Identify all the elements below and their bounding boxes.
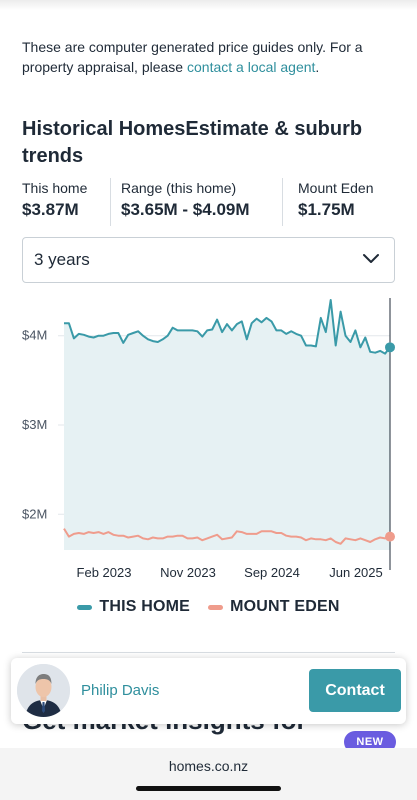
legend-label: THIS HOME — [99, 598, 191, 615]
stat-label: Mount Eden — [298, 180, 374, 196]
stat-range: Range (this home) $3.65M - $4.09M — [110, 178, 282, 226]
disclaimer-text: These are computer generated price guide… — [22, 39, 363, 75]
this-home-current-point — [385, 342, 395, 353]
x-tick-label: Nov 2023 — [160, 565, 216, 580]
period-select-value: 3 years — [34, 250, 90, 269]
y-tick-label: $4M — [22, 328, 47, 343]
y-tick-label: $2M — [22, 506, 47, 521]
stat-label: This home — [22, 180, 88, 196]
stat-this-home: This home $3.87M — [22, 178, 110, 226]
legend-label: MOUNT EDEN — [230, 598, 340, 615]
contact-button[interactable]: Contact — [309, 669, 401, 712]
stats-row: This home $3.87M Range (this home) $3.65… — [22, 178, 402, 226]
agent-name[interactable]: Philip Davis — [81, 682, 160, 699]
top-shadow — [0, 0, 417, 10]
section-divider — [22, 652, 395, 653]
mount-eden-line — [63, 528, 391, 545]
agent-avatar — [17, 664, 70, 717]
x-tick-label: Feb 2023 — [77, 565, 132, 580]
browser-url[interactable]: homes.co.nz — [168, 758, 249, 774]
agent-contact-bar: Philip Davis Contact — [11, 658, 406, 724]
section-title: Historical HomesEstimate & suburb trends — [22, 118, 363, 167]
legend-mount-eden[interactable]: MOUNT EDEN — [208, 598, 340, 616]
stat-label: Range (this home) — [121, 180, 237, 196]
contact-agent-link[interactable]: contact a local agent — [187, 58, 316, 75]
price-chart[interactable]: $4M $3M $2M Feb 2023 Nov 2023 Sep 2024 Jun 20… — [0, 290, 417, 590]
x-tick-label: Jun 2025 — [329, 565, 383, 580]
y-tick-label: $3M — [22, 417, 47, 432]
stat-value: $3.87M — [22, 200, 79, 219]
new-badge: NEW — [344, 731, 396, 753]
chevron-down-icon — [362, 249, 380, 272]
legend-swatch — [77, 604, 93, 610]
browser-bottom-bar: homes.co.nz — [0, 748, 417, 800]
mount-eden-current-point — [385, 531, 395, 542]
x-tick-label: Sep 2024 — [244, 565, 300, 580]
period-select[interactable]: 3 years — [22, 237, 395, 283]
stat-suburb: Mount Eden $1.75M — [282, 178, 374, 226]
this-home-line — [64, 299, 391, 355]
legend-this-home[interactable]: THIS HOME — [77, 598, 190, 616]
chart-legend: THIS HOME MOUNT EDEN — [0, 598, 417, 616]
home-indicator[interactable] — [136, 786, 281, 791]
legend-swatch — [208, 604, 224, 610]
stat-value: $3.65M - $4.09M — [121, 200, 250, 219]
stat-value: $1.75M — [298, 200, 355, 219]
this-home-area — [64, 300, 390, 550]
